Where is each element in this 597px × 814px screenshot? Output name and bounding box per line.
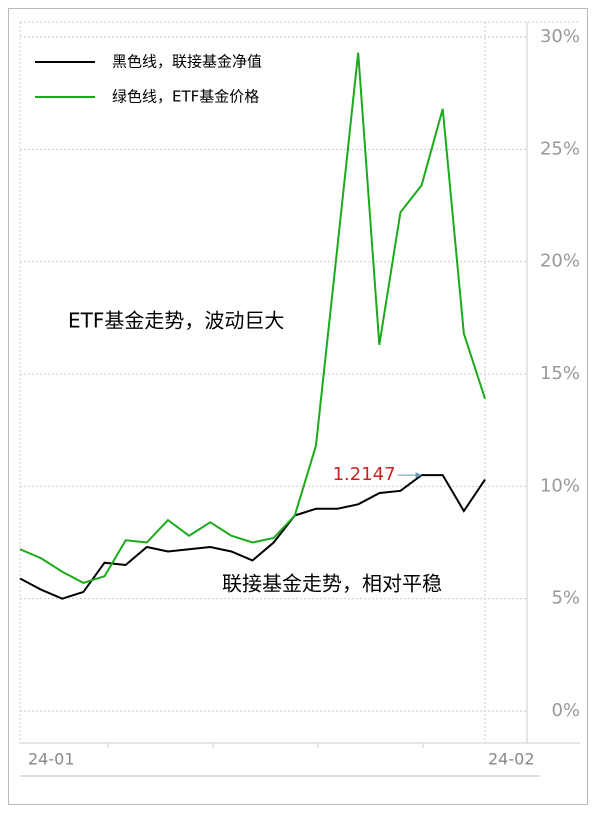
annotation: ETF基金走势，波动巨大	[68, 309, 284, 333]
y-tick-label: 30%	[540, 26, 580, 47]
y-tick-label: 15%	[540, 363, 580, 384]
data-label: 1.2147	[333, 464, 396, 485]
x-tick-label: 24-02	[488, 750, 535, 769]
label-arrowhead	[415, 472, 422, 479]
x-tick-label: 24-01	[28, 750, 75, 769]
y-tick-label: 10%	[540, 475, 580, 496]
line	[19, 52, 486, 585]
y-tick-label: 25%	[540, 138, 580, 159]
y-tick-label: 5%	[551, 588, 580, 609]
legend-label: 黑色线，联接基金净值	[112, 53, 262, 71]
annotation: 联接基金走势，相对平稳	[222, 572, 442, 596]
x-ticks	[107, 743, 424, 748]
y-tick-label: 0%	[551, 700, 580, 721]
line	[19, 474, 486, 600]
frame	[8, 8, 588, 805]
legend-label: 绿色线，ETF基金价格	[112, 88, 259, 106]
y-tick-label: 20%	[540, 251, 580, 272]
